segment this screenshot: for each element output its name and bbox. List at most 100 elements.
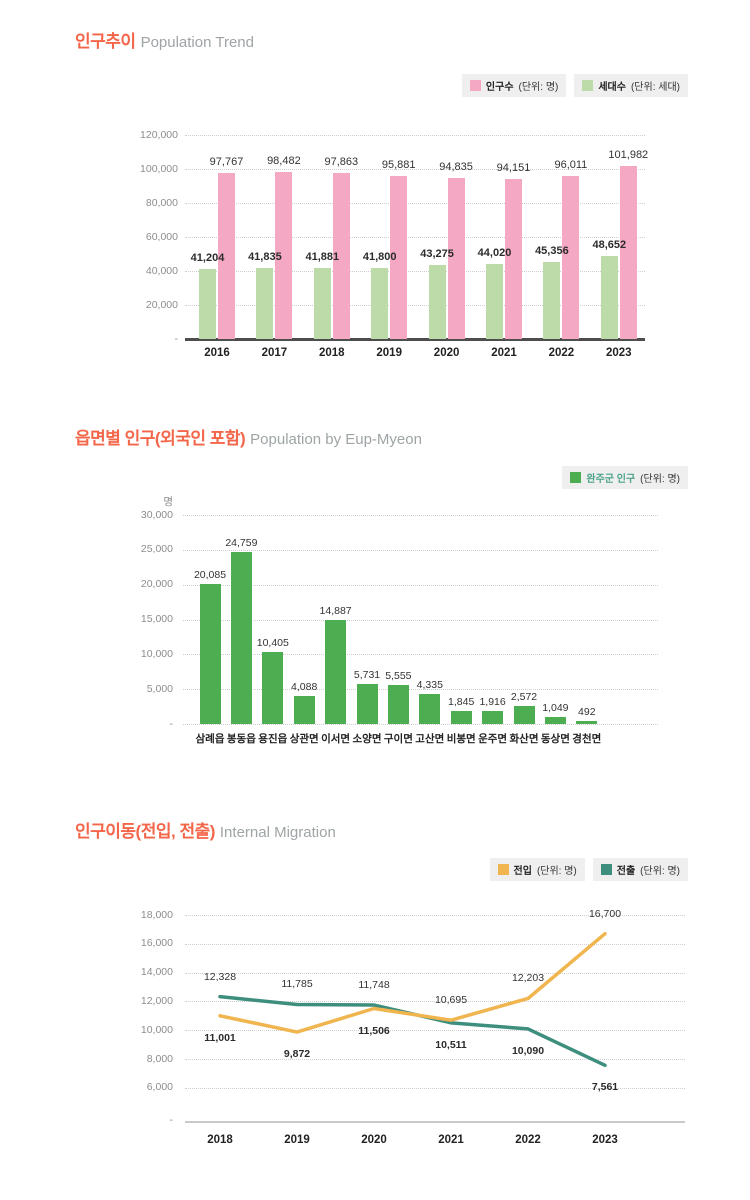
bar-상관면: [293, 695, 315, 724]
x-axis-year-label: 2022: [515, 1134, 541, 1146]
y-tick-label: 18,000: [140, 908, 173, 921]
gridline: [185, 1087, 685, 1089]
x-axis-region-label: 운주면: [478, 733, 508, 745]
y-tick-label: 5,000: [146, 682, 173, 695]
bar-value-label: 5,731: [353, 669, 381, 682]
legend-series-label: 전입: [513, 866, 532, 877]
gridline: [185, 1001, 685, 1003]
x-axis-year-label: 2020: [361, 1134, 387, 1146]
gridline: [183, 549, 658, 551]
y-tick-label: 60,000: [145, 230, 178, 243]
bar-value-label: 492: [578, 705, 596, 718]
bar-세대수: [371, 267, 389, 339]
y-tick-label: -: [169, 1114, 174, 1126]
bar-value-label: 1,049: [542, 701, 569, 714]
legend-swatch: [497, 864, 509, 875]
y-tick-label: 10,000: [140, 647, 173, 660]
y-tick-label: 120,000: [140, 128, 178, 141]
x-axis-year-label: 2017: [261, 347, 288, 359]
point-value-label: 16,700: [588, 907, 622, 920]
bar-value-label: 45,356: [535, 244, 569, 257]
population-trend-title-en: Population Trend: [140, 34, 254, 51]
legend-unit-label: (단위: 명): [640, 474, 680, 485]
bar-세대수: [256, 267, 274, 339]
gridline: [183, 584, 658, 586]
gridline: [183, 654, 658, 656]
x-axis-region-label: 구이면: [383, 733, 413, 745]
legend-swatch: [582, 80, 594, 91]
bar-value-label: 97,767: [209, 155, 244, 168]
bar-value-label: 101,982: [608, 148, 649, 161]
bar-인구수: [447, 177, 465, 339]
bar-value-label: 94,835: [439, 160, 473, 173]
bar-value-label: 97,863: [324, 155, 359, 168]
bar-value-label: 4,335: [416, 678, 443, 691]
x-axis-year-label: 2019: [376, 347, 402, 359]
x-axis-year-label: 2019: [284, 1134, 310, 1146]
x-axis-year-label: 2023: [592, 1134, 618, 1146]
point-value-label: 11,506: [358, 1024, 390, 1037]
migration-line-plot: [218, 931, 607, 1068]
bar-동상면: [544, 716, 566, 724]
y-tick-label: 25,000: [140, 543, 173, 556]
bar-세대수: [428, 265, 446, 339]
y-tick-label: 6,000: [146, 1081, 173, 1094]
bar-인구수: [275, 171, 293, 339]
y-tick-label: 30,000: [140, 508, 173, 521]
y-tick-label: 20,000: [140, 578, 173, 591]
y-tick-label: 100,000: [140, 162, 178, 175]
gridline: [183, 724, 658, 725]
x-axis-region-label: 비봉면: [446, 733, 476, 745]
legend-series-label: 인구수: [485, 82, 514, 93]
x-axis-year-label: 2018: [207, 1134, 233, 1146]
y-tick-label: 12,000: [140, 994, 173, 1007]
x-axis-year-label: 2021: [438, 1134, 464, 1146]
bar-세대수: [543, 261, 561, 339]
bar-value-label: 10,405: [256, 636, 289, 649]
gridline: [185, 915, 685, 916]
gridline: [185, 972, 685, 974]
bar-인구수: [332, 172, 350, 339]
gridline: [185, 135, 645, 136]
bar-value-label: 43,275: [420, 248, 454, 261]
x-axis-region-label: 소양면: [352, 733, 382, 745]
x-axis-line: [185, 1121, 685, 1123]
y-tick-label: 16,000: [140, 937, 173, 950]
legend-unit-label: (단위: 명): [640, 866, 680, 877]
bar-value-label: 98,482: [267, 154, 301, 167]
section-population-trend-title: 인구추이 Population Trend: [75, 27, 254, 52]
x-axis-region-label: 봉동읍: [226, 733, 256, 745]
x-axis-region-label: 고산면: [415, 733, 445, 745]
eup-myeon-title-ko: 읍면별 인구(외국인 포함): [75, 429, 246, 448]
legend-series-label: 전출: [616, 866, 636, 877]
migration-legend: 전입 (단위: 명) 전출 (단위: 명): [489, 858, 688, 881]
bar-세대수: [199, 268, 216, 339]
bar-운주면: [482, 710, 504, 724]
bar-봉동읍: [230, 551, 252, 724]
y-tick-label: 8,000: [146, 1052, 173, 1065]
x-axis-region-label: 이서면: [321, 733, 351, 745]
bar-value-label: 1,845: [448, 696, 475, 709]
gridline: [183, 689, 658, 691]
legend-swatch: [570, 472, 582, 483]
y-tick-label: 80,000: [145, 196, 178, 209]
point-value-label: 10,695: [434, 994, 468, 1007]
population-trend-title-ko: 인구추이: [75, 32, 136, 51]
y-tick-label: -: [174, 332, 179, 345]
legend-series-label: 세대수: [598, 82, 626, 93]
y-tick-label: 14,000: [140, 966, 173, 979]
legend-item: 세대수 (단위: 세대): [574, 74, 688, 97]
bar-인구수: [505, 178, 522, 339]
gridline: [185, 1030, 685, 1032]
line-전입: [218, 931, 607, 1034]
bar-value-label: 14,887: [319, 605, 352, 618]
point-value-label: 7,561: [591, 1081, 619, 1094]
bar-세대수: [600, 256, 618, 339]
bar-인구수: [218, 172, 235, 339]
bar-구이면: [387, 685, 409, 724]
bar-value-label: 41,800: [362, 250, 397, 263]
point-value-label: 11,785: [281, 978, 313, 991]
gridline: [185, 271, 645, 272]
point-value-label: 9,872: [283, 1048, 311, 1061]
